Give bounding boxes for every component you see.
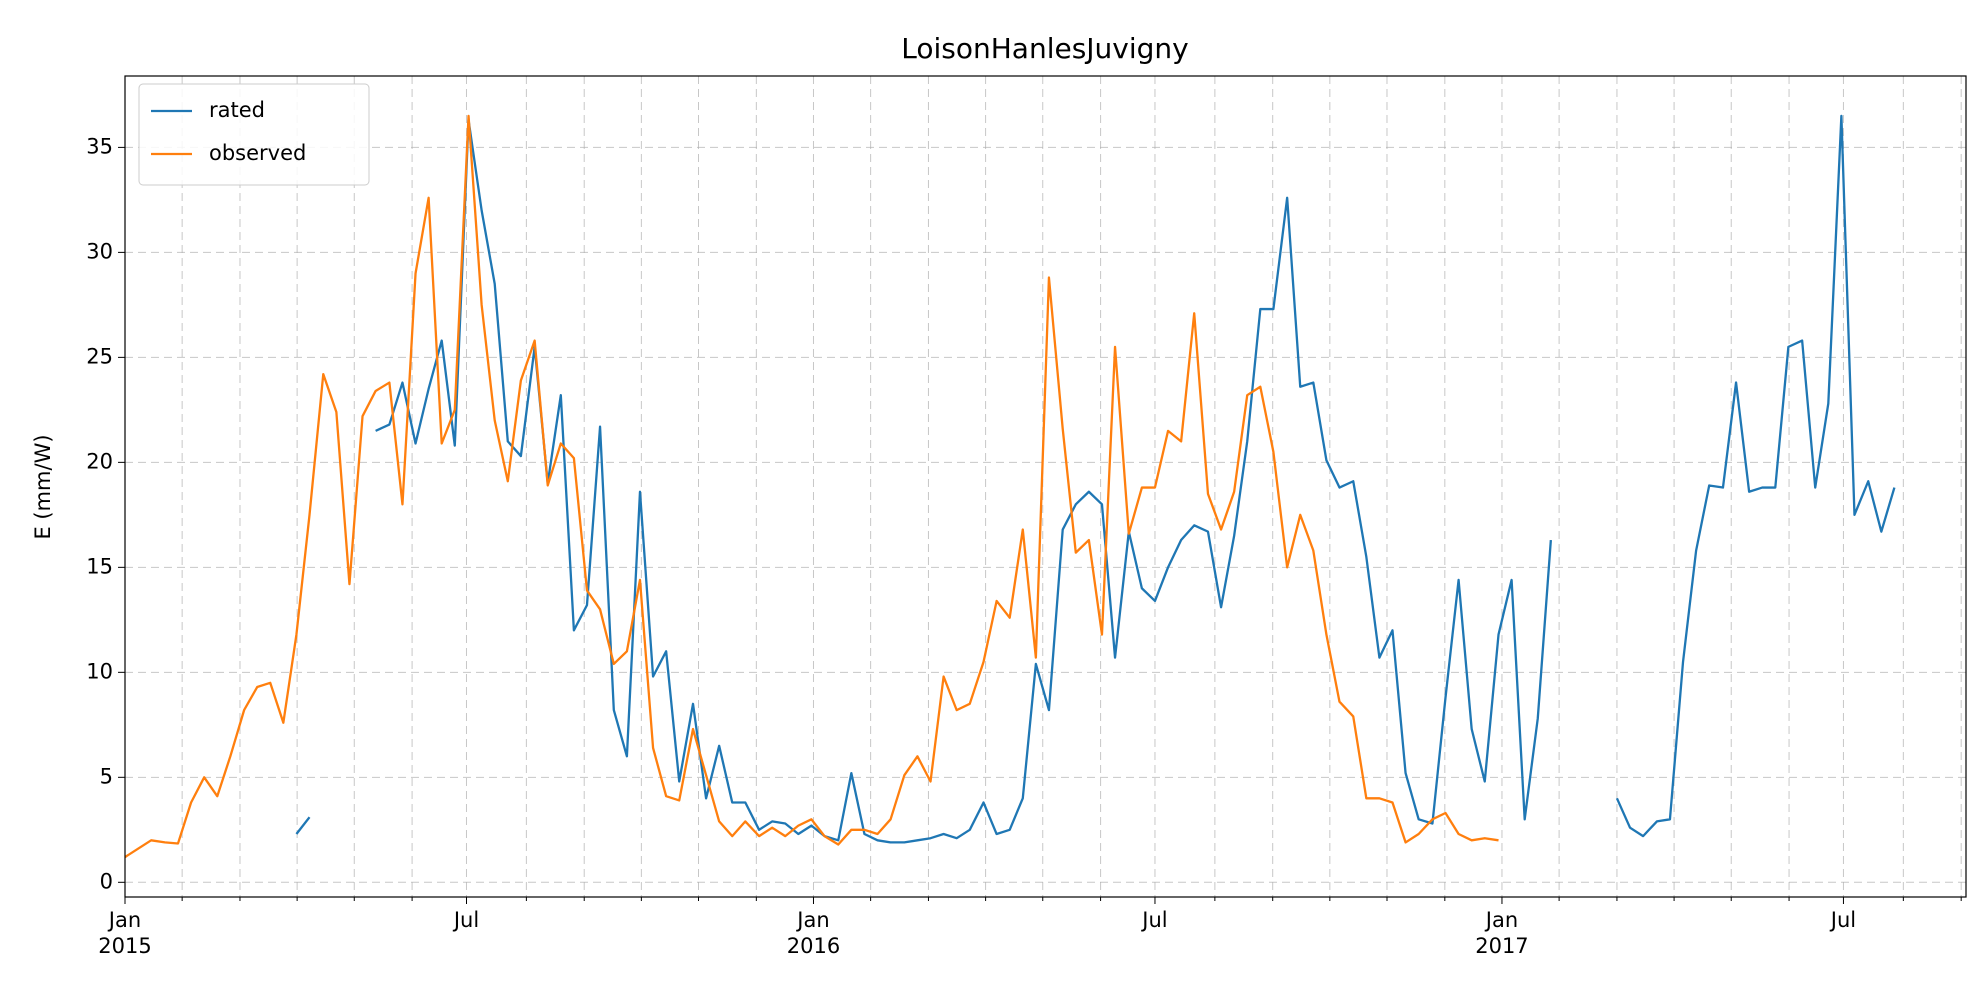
y-tick-label: 30 <box>86 239 113 263</box>
x-tick-label: Jul <box>1830 908 1857 932</box>
y-tick-label: 25 <box>86 344 113 368</box>
y-axis-label: E (mm/W) <box>31 434 55 539</box>
y-tick-label: 0 <box>100 869 113 893</box>
x-tick-label: Jul <box>453 908 480 932</box>
plot-frame <box>124 75 1967 898</box>
y-tick-label: 15 <box>86 554 113 578</box>
x-tick-label: Jan 2017 <box>1475 908 1529 958</box>
legend-box <box>138 83 370 186</box>
y-tick-label: 20 <box>86 449 113 473</box>
y-tick-label: 10 <box>86 659 113 683</box>
x-tick-label: Jan 2015 <box>98 908 152 958</box>
x-tick-label: Jul <box>1142 908 1168 932</box>
y-tick-label: 35 <box>86 134 113 158</box>
x-tick-label: Jan 2016 <box>786 908 841 958</box>
data-line <box>124 114 1499 859</box>
data-line <box>295 114 1896 844</box>
legend-label: rated <box>209 98 265 122</box>
legend-label: observed <box>209 141 306 165</box>
chart-title: LoisonHanlesJuvigny <box>901 32 1188 65</box>
y-tick-label: 5 <box>100 764 113 788</box>
